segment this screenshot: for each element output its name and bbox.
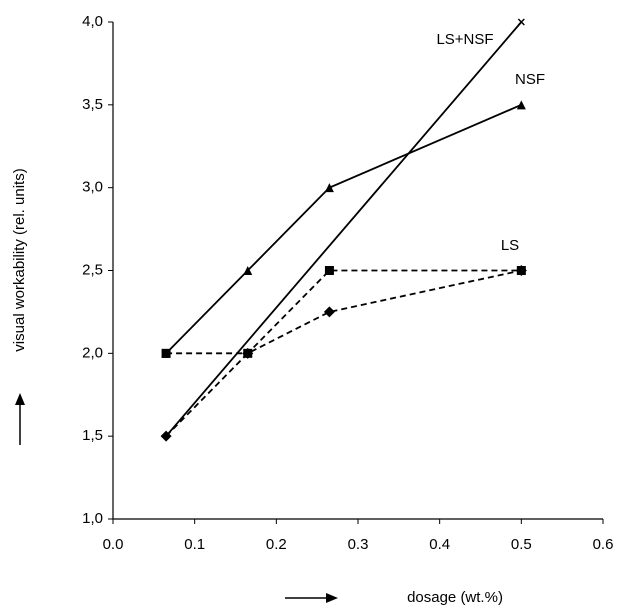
series-line xyxy=(165,104,522,354)
x-arrow-head xyxy=(326,593,338,603)
marker xyxy=(243,266,253,275)
y-tick-label: 2,0 xyxy=(82,344,103,361)
x-tick-label: 0.4 xyxy=(429,536,450,553)
x-tick-label: 0.2 xyxy=(266,536,287,553)
series-line xyxy=(166,269,522,355)
y-tick-label: 1,5 xyxy=(82,427,103,444)
y-tick-label: 3,0 xyxy=(82,179,103,196)
marker xyxy=(161,348,171,358)
x-tick-label: 0.6 xyxy=(593,536,614,553)
marker xyxy=(323,306,335,318)
y-tick-label: 1,0 xyxy=(82,510,103,527)
marker xyxy=(517,18,525,26)
y-tick-label: 4,0 xyxy=(82,13,103,30)
y-tick-label: 3,5 xyxy=(82,96,103,113)
y-axis-label: visual workability (rel. units) xyxy=(11,168,28,351)
y-tick-label: 2,5 xyxy=(82,261,103,278)
x-axis-label: dosage (wt.%) xyxy=(407,589,503,606)
series-label: LS+NSF xyxy=(436,31,493,48)
series-label: NSF xyxy=(515,71,545,88)
x-tick-label: 0.5 xyxy=(511,536,532,553)
series-line xyxy=(165,269,522,437)
marker xyxy=(324,183,334,193)
series-line xyxy=(165,21,523,437)
marker xyxy=(242,347,254,359)
marker xyxy=(516,100,526,110)
marker xyxy=(160,430,172,442)
marker xyxy=(324,266,334,275)
y-arrow-head xyxy=(15,393,25,405)
series-label: LS xyxy=(501,237,519,254)
x-tick-label: 0.3 xyxy=(348,536,369,553)
x-tick-label: 0.1 xyxy=(184,536,205,553)
marker xyxy=(515,265,527,276)
x-tick-label: 0.0 xyxy=(103,536,124,553)
